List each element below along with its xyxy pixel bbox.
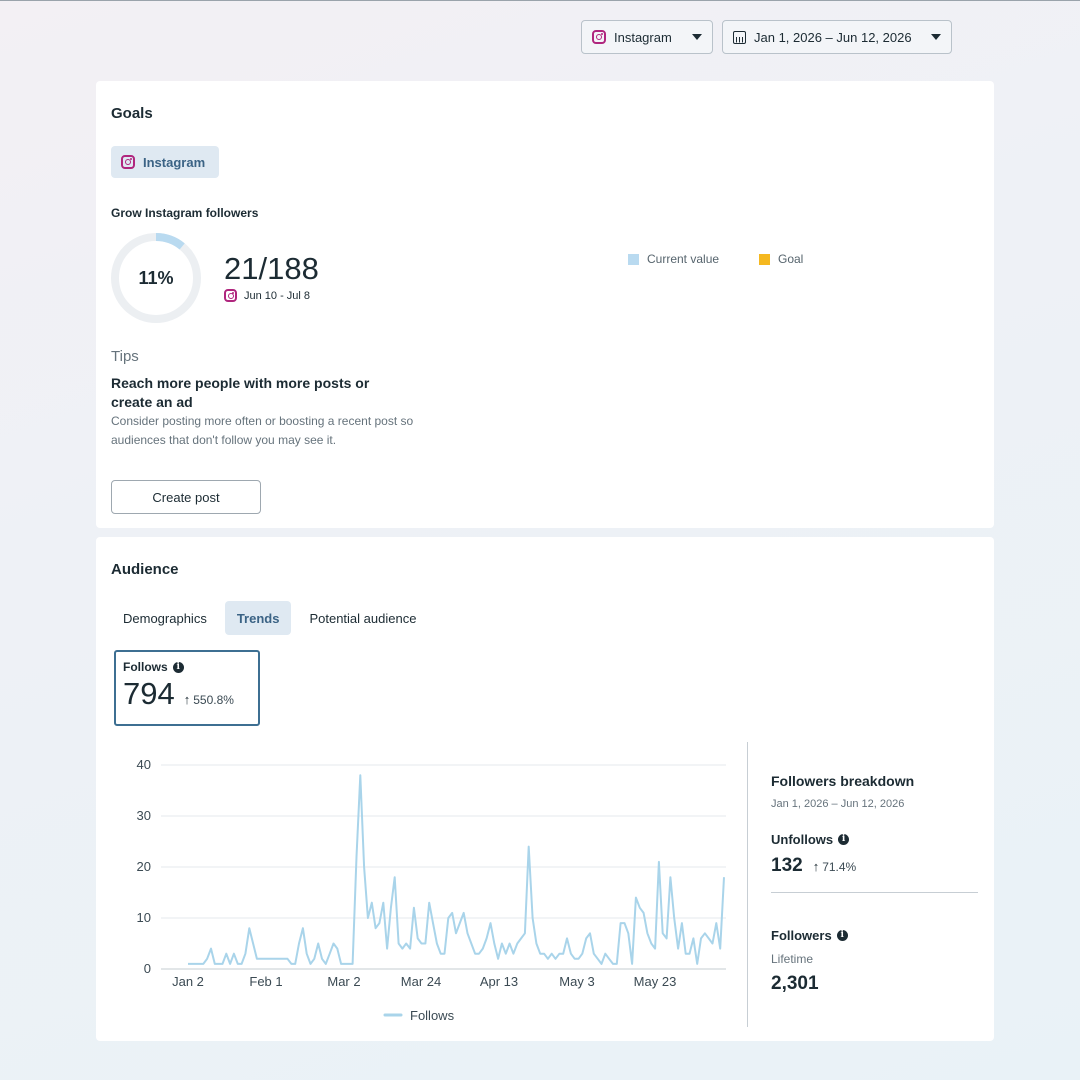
follows-metric-change-value: 550.8% (193, 693, 234, 707)
follows-metric-label-row: Follows i (123, 660, 251, 674)
unfollows-label-row: Unfollows i (771, 832, 850, 847)
legend-goal-label: Goal (778, 252, 804, 266)
x-tick-label: Jan 2 (172, 974, 204, 989)
follows-metric-row: 794 ↑ 550.8% (123, 676, 251, 712)
info-icon[interactable]: i (836, 930, 848, 941)
unfollows-value: 132 (771, 855, 803, 876)
x-tick-label: Apr 13 (480, 974, 518, 989)
follows-series-line (188, 774, 725, 965)
unfollows-row: 132 ↑ 71.4% (771, 855, 856, 877)
follows-metric-card[interactable]: Follows i 794 ↑ 550.8% (114, 650, 260, 726)
x-tick-label: May 23 (634, 974, 677, 989)
tips-heading: Reach more people with more posts or cre… (111, 375, 370, 410)
unfollows-change-value: 71.4% (822, 860, 857, 874)
followers-value: 2,301 (771, 973, 819, 994)
date-range-label: Jan 1, 2026 – Jun 12, 2026 (754, 29, 912, 45)
tab-demographics[interactable]: Demographics (123, 610, 207, 626)
caret-down-icon (931, 34, 941, 40)
y-tick-label: 40 (137, 757, 151, 772)
calendar-icon (733, 30, 746, 44)
tab-potential-audience[interactable]: Potential audience (309, 610, 417, 626)
window-top-border (0, 0, 1080, 1)
goal-value: 21/188 (224, 251, 319, 286)
followers-label: Followers (771, 928, 832, 943)
x-tick-label: Mar 2 (327, 974, 360, 989)
breakdown-divider (771, 892, 978, 893)
create-post-button[interactable]: Create post (111, 480, 261, 514)
follows-metric-label: Follows (123, 660, 168, 674)
goals-card: Goals Instagram Grow Instagram followers… (96, 81, 994, 528)
tab-trends[interactable]: Trends (224, 601, 292, 635)
follows-metric-value: 794 (123, 676, 175, 711)
goal-name: Grow Instagram followers (111, 206, 259, 220)
platform-dropdown[interactable]: Instagram (581, 20, 713, 54)
audience-tabs: Demographics Trends Potential audience (111, 601, 434, 635)
legend-current-label: Current value (647, 252, 720, 266)
arrow-up-icon: ↑ (812, 859, 820, 874)
tips-label: Tips (111, 348, 139, 365)
y-tick-label: 20 (137, 859, 151, 874)
y-tick-label: 10 (137, 910, 151, 925)
platform-dropdown-label: Instagram (614, 29, 672, 45)
legend-swatch-goal (759, 253, 770, 265)
unfollows-change: ↑ 71.4% (813, 859, 857, 874)
audience-title: Audience (111, 561, 179, 578)
goal-range: Jun 10 - Jul 8 (224, 289, 310, 302)
goal-range-label: Jun 10 - Jul 8 (244, 289, 311, 302)
instagram-icon (224, 289, 237, 302)
donut-progress-arc (111, 233, 201, 323)
date-range-dropdown[interactable]: Jan 1, 2026 – Jun 12, 2026 (722, 20, 952, 54)
goal-progress-percent: 11% (138, 267, 174, 288)
goal-progress-donut (111, 233, 201, 323)
x-tick-label: Feb 1 (249, 974, 282, 989)
info-icon[interactable]: i (838, 834, 850, 845)
followers-sublabel: Lifetime (771, 952, 814, 966)
legend-goal: Goal (759, 252, 803, 266)
legend-swatch-current (628, 253, 639, 265)
chart-divider (747, 742, 748, 1027)
platform-chip-instagram[interactable]: Instagram (111, 146, 219, 178)
tips-body: Consider posting more often or boosting … (111, 414, 414, 447)
platform-chip-label: Instagram (143, 154, 206, 170)
arrow-up-icon: ↑ (183, 692, 191, 707)
x-tick-label: Mar 24 (401, 974, 441, 989)
follows-line-chart: 0 10 20 30 40 Jan 2 Feb 1 Mar 2 Mar 24 Apr 13 May … (137, 757, 726, 1023)
x-tick-label: May 3 (559, 974, 594, 989)
instagram-icon (592, 30, 606, 44)
legend-follows-label: Follows (410, 1008, 455, 1023)
followers-label-row: Followers i (771, 928, 848, 943)
y-tick-label: 0 (144, 961, 151, 976)
caret-down-icon (692, 34, 702, 40)
breakdown-title: Followers breakdown (771, 773, 915, 789)
legend-current-value: Current value (628, 252, 719, 266)
y-tick-label: 30 (137, 808, 151, 823)
unfollows-label: Unfollows (771, 832, 834, 847)
audience-card: Audience Demographics Trends Potential a… (96, 537, 994, 1041)
follows-metric-change: ↑ 550.8% (184, 692, 234, 707)
instagram-icon (121, 155, 135, 169)
info-icon[interactable]: i (172, 661, 184, 673)
breakdown-date: Jan 1, 2026 – Jun 12, 2026 (771, 798, 905, 810)
goals-title: Goals (111, 105, 153, 122)
